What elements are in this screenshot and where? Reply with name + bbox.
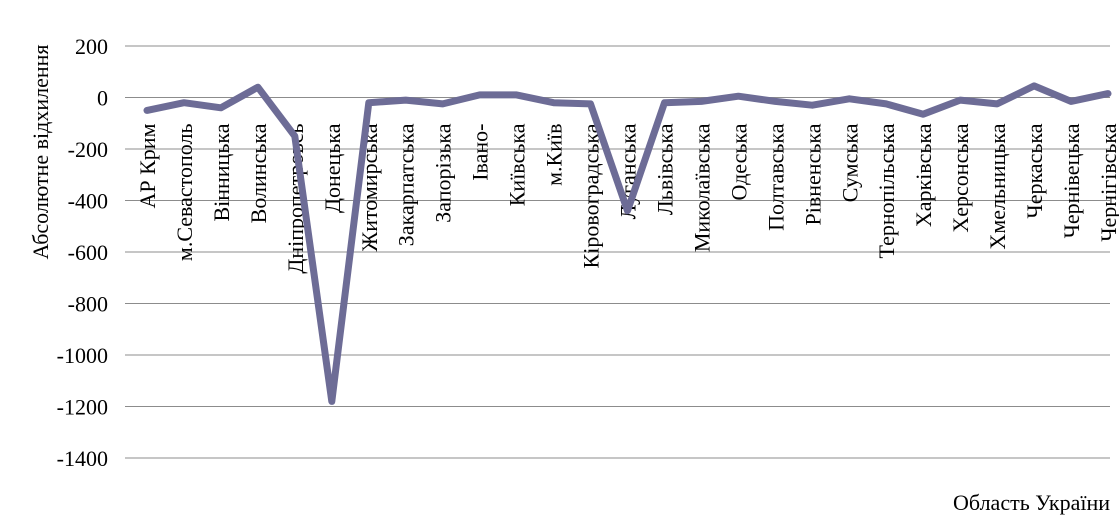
x-tick-label: Запорізька — [431, 123, 456, 222]
x-tick-label: Кіровоградська — [579, 123, 604, 268]
y-axis-title: Абсолютне відхилення — [28, 44, 53, 259]
x-tick-label: Донецька — [320, 123, 345, 213]
y-tick-label: -600 — [68, 240, 108, 265]
x-tick-label: Чернігівська — [1096, 123, 1119, 241]
x-tick-label: Полтавська — [763, 123, 788, 231]
y-tick-label: 200 — [75, 34, 108, 59]
x-tick-label: Київська — [505, 123, 530, 206]
x-tick-label: Одеська — [726, 123, 751, 200]
x-tick-label: Рівненська — [800, 123, 825, 225]
x-axis-ticks: АР Крим м.Севастополь Вінницька Волинська Дн… — [135, 123, 1119, 273]
series-line — [143, 82, 1112, 405]
gridlines — [125, 45, 1110, 459]
x-tick-label: Чернівецька — [1059, 123, 1084, 238]
x-tick-label: Черкаська — [1022, 123, 1047, 218]
x-tick-label: Львівська — [652, 123, 677, 215]
x-tick-label: Сумська — [837, 123, 862, 202]
x-tick-label: Закарпатська — [394, 123, 419, 246]
x-tick-label: Херсонська — [948, 123, 973, 232]
y-tick-label: -200 — [68, 137, 108, 162]
x-tick-label: АР Крим — [135, 123, 160, 208]
x-tick-label: Миколаївська — [689, 123, 714, 252]
y-axis-ticks: 200 0 -200 -400 -600 -800 -1000 -1200 -1400 — [57, 34, 108, 471]
x-tick-label: м.Київ — [542, 124, 567, 186]
x-tick-label: Тернопільська — [874, 123, 899, 258]
y-tick-label: -1000 — [57, 343, 108, 368]
y-tick-label: -1200 — [57, 395, 108, 420]
x-tick-label: Хмельницька — [985, 123, 1010, 249]
y-tick-label: -1400 — [57, 446, 108, 471]
x-axis-title: Область України — [953, 490, 1110, 515]
x-tick-label: Івано- — [468, 124, 493, 181]
y-tick-label: 0 — [97, 86, 108, 111]
x-tick-label: м.Севастополь — [172, 124, 197, 262]
y-tick-label: -400 — [68, 189, 108, 214]
y-tick-label: -800 — [68, 292, 108, 317]
x-tick-label: Вінницька — [209, 123, 234, 221]
x-tick-label: Харківська — [911, 123, 936, 227]
x-tick-label: Волинська — [246, 123, 271, 223]
